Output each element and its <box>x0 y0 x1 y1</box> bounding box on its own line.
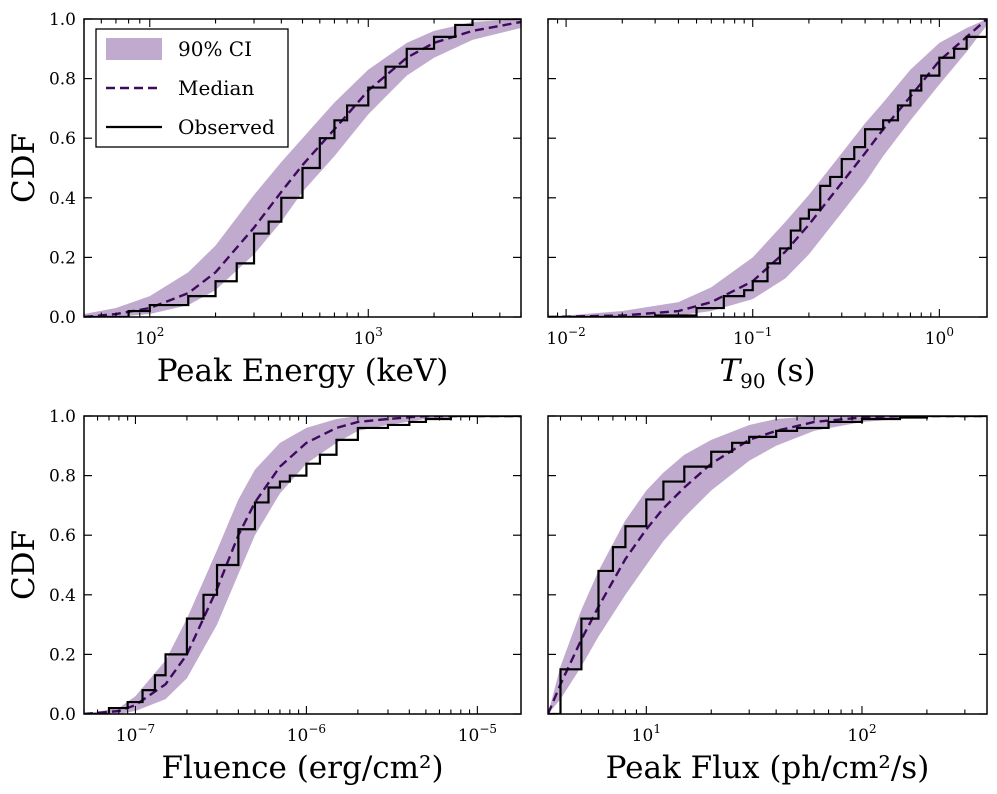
legend: 90% CI Median Observed <box>95 28 289 148</box>
panel-peak-energy: 0.0 0.2 0.4 0.6 0.8 1.0 102 103 Peak Energy (keV… <box>6 10 522 389</box>
x-tick-label: 10−7 <box>116 722 155 746</box>
x-tick-label: 102 <box>847 722 876 746</box>
x-tick-label: 10−2 <box>546 325 585 349</box>
observed-line <box>548 416 987 714</box>
x-tick-label: 10−1 <box>733 325 772 349</box>
y-tick-label: 0.8 <box>49 467 76 487</box>
y-tick-label: 0.0 <box>49 308 76 328</box>
panel-t90: 10−2 10−1 100 T90 (s) <box>546 18 988 393</box>
observed-line <box>84 416 521 714</box>
median-line <box>84 416 521 714</box>
y-tick-label: 0.2 <box>49 248 76 268</box>
legend-swatch-ci <box>106 38 162 60</box>
x-tick-label: 103 <box>354 325 383 349</box>
panel-peak-flux: 101 102 Peak Flux (ph/cm²/s) <box>547 415 988 786</box>
y-tick-label: 0.2 <box>49 645 76 665</box>
x-tick-label: 100 <box>925 325 954 349</box>
x-tick-label: 10−5 <box>458 722 497 746</box>
x-tick-label: 101 <box>632 722 661 746</box>
y-axis-label: CDF <box>6 530 42 600</box>
axes-frame <box>547 415 988 715</box>
observed-line <box>548 19 987 317</box>
ci-band <box>84 416 521 714</box>
x-axis-label: Peak Energy (keV) <box>157 353 449 389</box>
x-tick-label: 102 <box>135 325 164 349</box>
y-tick-label: 0.8 <box>49 70 76 90</box>
x-axis-label: Fluence (erg/cm²) <box>161 750 443 786</box>
y-tick-label: 1.0 <box>49 407 76 427</box>
axes-frame <box>547 18 988 318</box>
y-axis-label: CDF <box>6 133 42 203</box>
x-axis-label: T90 (s) <box>719 353 815 393</box>
legend-label-median: Median <box>178 76 254 100</box>
y-tick-label: 0.6 <box>49 526 76 546</box>
observed-line <box>84 19 521 317</box>
median-line <box>548 19 987 317</box>
y-tick-label: 0.4 <box>49 189 76 209</box>
x-axis-label: Peak Flux (ph/cm²/s) <box>606 750 930 786</box>
axes-frame <box>83 415 522 715</box>
y-tick-label: 1.0 <box>49 10 76 30</box>
x-tick-label: 10−6 <box>287 722 326 746</box>
y-tick-label: 0.6 <box>49 129 76 149</box>
legend-label-observed: Observed <box>178 115 275 139</box>
legend-label-ci: 90% CI <box>178 37 252 61</box>
y-tick-label: 0.0 <box>49 705 76 725</box>
ci-band <box>548 19 987 317</box>
ci-band <box>548 416 987 714</box>
panel-fluence: 0.0 0.2 0.4 0.6 0.8 1.0 10−7 10−6 10−5 Fluence (e… <box>6 407 522 786</box>
y-tick-label: 0.4 <box>49 586 76 606</box>
